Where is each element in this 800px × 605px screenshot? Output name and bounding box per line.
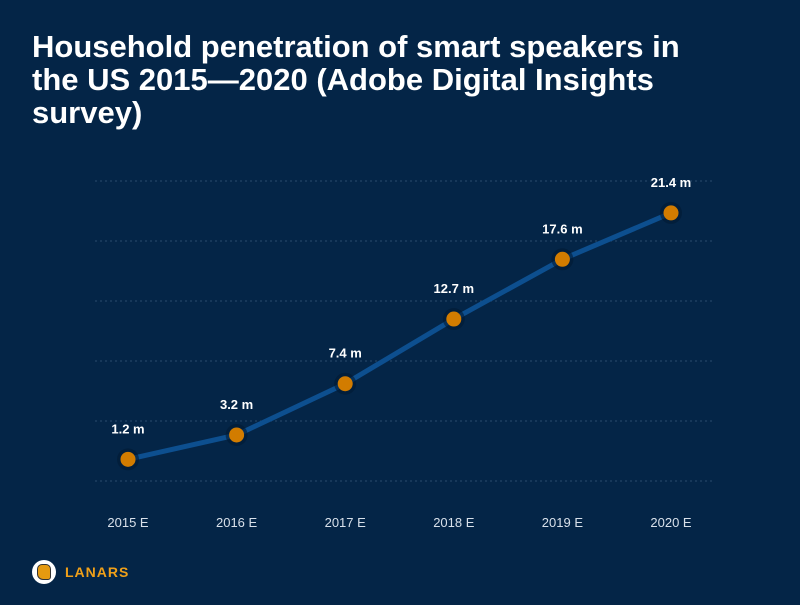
lanars-logo: LANARS — [32, 560, 129, 584]
x-tick-label: 2019 E — [542, 515, 584, 530]
data-label: 7.4 m — [329, 346, 362, 361]
data-point — [120, 451, 136, 467]
chart-title: Household penetration of smart speakers … — [32, 29, 680, 130]
x-tick-label: 2015 E — [107, 515, 149, 530]
x-tick-label: 2020 E — [650, 515, 692, 530]
lion-icon — [32, 560, 56, 584]
data-label: 17.6 m — [542, 221, 582, 236]
data-label: 21.4 m — [651, 175, 691, 190]
data-label: 1.2 m — [111, 421, 144, 436]
data-point — [446, 311, 462, 327]
x-tick-label: 2017 E — [325, 515, 367, 530]
brand-name: LANARS — [65, 564, 130, 580]
data-label: 12.7 m — [434, 281, 474, 296]
data-point — [554, 251, 570, 267]
data-label: 3.2 m — [220, 397, 253, 412]
x-tick-label: 2018 E — [433, 515, 475, 530]
data-point — [663, 205, 679, 221]
series-line — [127, 210, 672, 462]
data-point — [337, 376, 353, 392]
data-point — [229, 427, 245, 443]
x-tick-label: 2016 E — [216, 515, 258, 530]
